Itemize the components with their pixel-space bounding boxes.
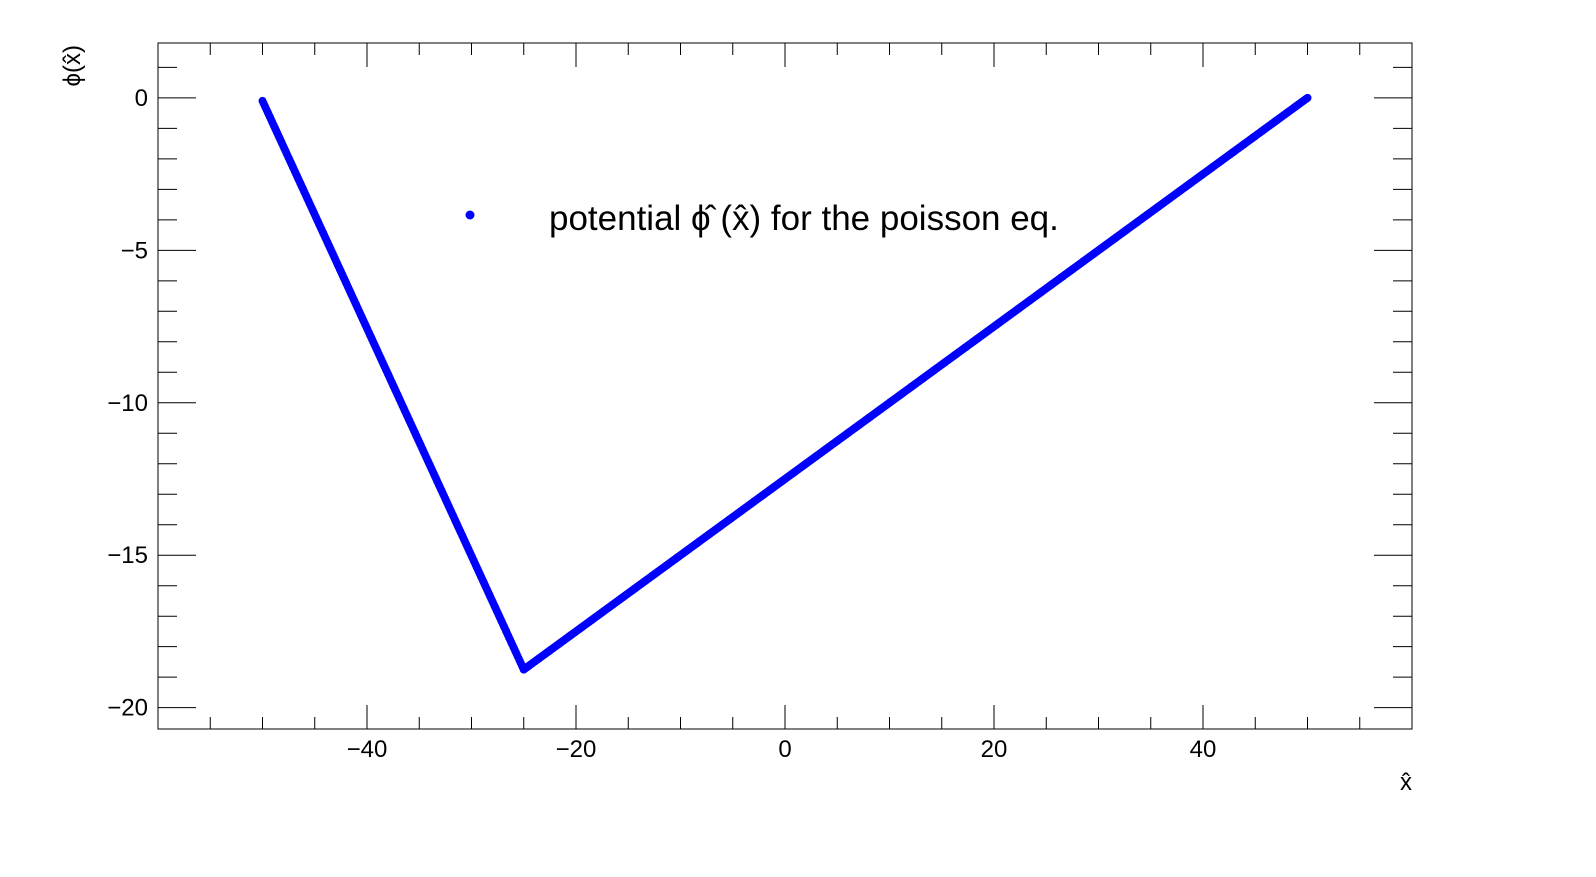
y-tick-label: −20 xyxy=(107,695,148,722)
plot-frame xyxy=(157,42,1413,730)
x-tick-label: −40 xyxy=(347,736,388,763)
data-point xyxy=(1303,93,1312,102)
x-axis-label: x̂ xyxy=(1400,769,1412,796)
legend-marker xyxy=(465,210,475,220)
legend: potential ϕ̂ (x̂) for the poisson eq. xyxy=(465,199,1059,238)
tick-labels: −40 −20 0 20 40 0 −5 −10 −15 −20 xyxy=(107,85,1216,763)
data-points xyxy=(258,93,1312,674)
x-tick-label: 0 xyxy=(778,736,791,763)
y-axis-label: ϕ(x̂) xyxy=(59,45,86,86)
axis-ticks xyxy=(158,43,1412,729)
y-tick-label: 0 xyxy=(135,85,148,112)
x-tick-label: 40 xyxy=(1190,736,1217,763)
y-tick-label: −5 xyxy=(121,237,148,264)
y-tick-label: −15 xyxy=(107,542,148,569)
y-tick-label: −10 xyxy=(107,390,148,417)
x-tick-label: 20 xyxy=(981,736,1008,763)
x-tick-label: −20 xyxy=(556,736,597,763)
legend-entry: potential ϕ̂ (x̂) for the poisson eq. xyxy=(549,199,1059,238)
